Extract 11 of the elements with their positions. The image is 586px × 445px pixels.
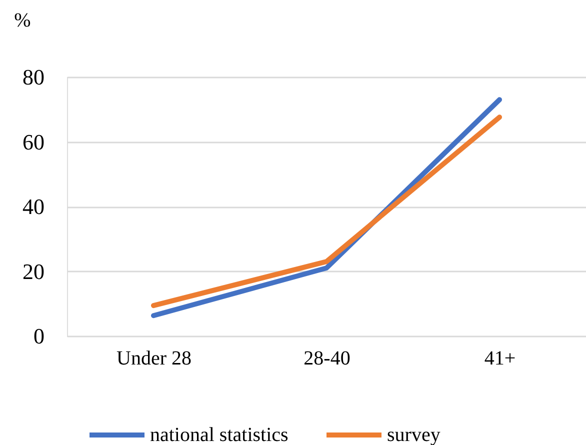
y-tick-label: 20	[22, 258, 44, 284]
x-tick-label: Under 28	[116, 348, 192, 370]
legend-label: national statistics	[150, 424, 289, 445]
x-tick-label: 28-40	[304, 348, 350, 370]
x-tick-label: 41+	[484, 348, 516, 370]
y-tick-label: 60	[22, 129, 44, 154]
y-axis-title: %	[14, 10, 31, 32]
y-tick-label: 40	[22, 194, 44, 219]
y-tick-label: 80	[22, 64, 44, 90]
legend-label: survey	[387, 424, 440, 445]
y-tick-label: 0	[34, 324, 44, 348]
